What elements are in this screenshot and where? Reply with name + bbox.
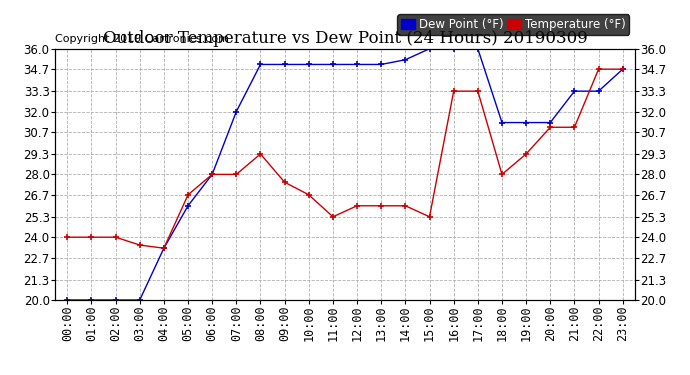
Title: Outdoor Temperature vs Dew Point (24 Hours) 20190309: Outdoor Temperature vs Dew Point (24 Hou… [103, 30, 587, 47]
Text: Copyright 2019 Cartronics.com: Copyright 2019 Cartronics.com [55, 34, 229, 44]
Legend: Dew Point (°F), Temperature (°F): Dew Point (°F), Temperature (°F) [397, 15, 629, 34]
